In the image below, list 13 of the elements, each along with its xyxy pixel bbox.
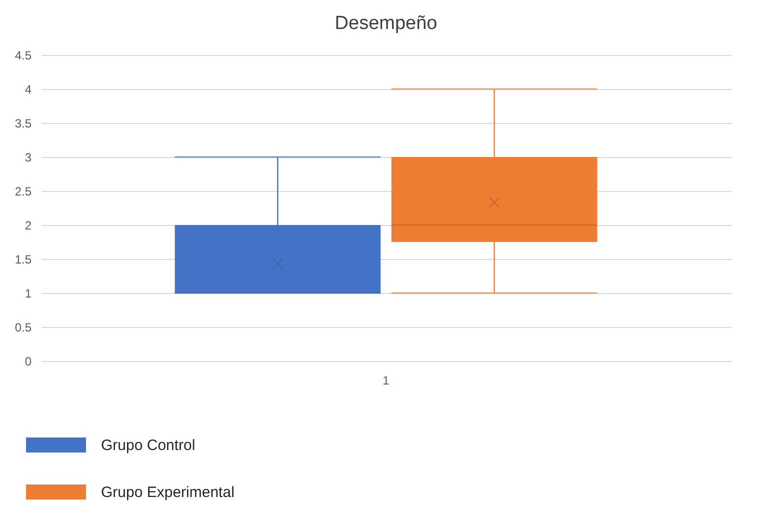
y-tick-label: 2 bbox=[24, 218, 32, 232]
y-tick-label: 1.5 bbox=[14, 252, 32, 266]
y-tick-label: 3 bbox=[24, 150, 32, 164]
y-tick-label: 0 bbox=[24, 354, 32, 368]
y-tick-label: 0.5 bbox=[14, 320, 32, 334]
y-tick-label: 2.5 bbox=[14, 184, 32, 198]
y-tick-label: 4 bbox=[24, 82, 32, 96]
y-tick-label: 1 bbox=[24, 286, 32, 300]
legend-label: Grupo Experimental bbox=[101, 484, 234, 501]
legend-label: Grupo Control bbox=[101, 437, 196, 454]
chart-title: Desempeño bbox=[334, 13, 438, 34]
y-tick-label: 3.5 bbox=[14, 116, 32, 130]
y-tick-label: 4.5 bbox=[14, 48, 32, 62]
